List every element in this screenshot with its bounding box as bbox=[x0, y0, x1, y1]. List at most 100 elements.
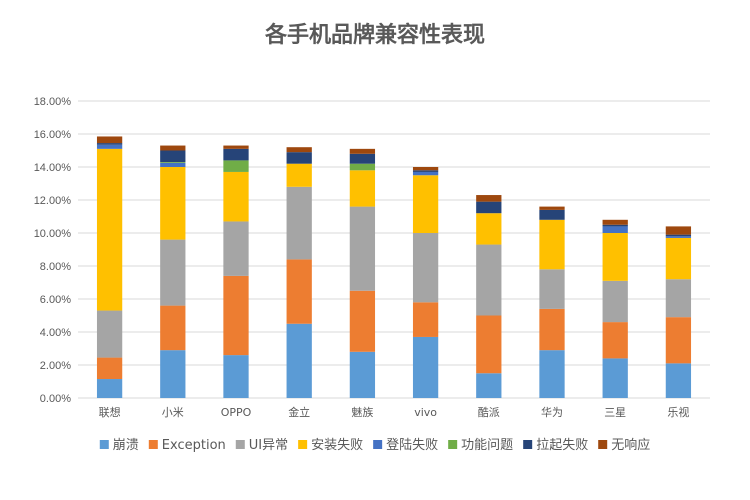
y-tick-label: 4.00% bbox=[40, 327, 71, 339]
y-tick-label: 12.00% bbox=[34, 195, 72, 207]
bar-segment bbox=[223, 355, 249, 398]
bar-segment bbox=[160, 162, 186, 163]
bar-segment bbox=[160, 350, 186, 398]
chart-title: 各手机品牌兼容性表现 bbox=[264, 22, 485, 48]
bar-segment bbox=[539, 350, 565, 398]
bar-segment bbox=[286, 163, 312, 187]
legend-item: 拉起失败 bbox=[523, 438, 588, 453]
bar-segment bbox=[412, 171, 439, 176]
axes: 0.00% 2.00% 4.00% 6.00% 8.00% 10.00% 12.00% 14.… bbox=[34, 96, 690, 419]
legend-item: 功能问题 bbox=[448, 438, 513, 453]
bar-segment bbox=[160, 145, 186, 151]
bar-segment bbox=[412, 167, 439, 171]
bar-segment bbox=[286, 152, 312, 164]
bar-segment bbox=[412, 302, 439, 337]
bar-segment bbox=[539, 209, 565, 220]
x-tick-label: 华为 bbox=[541, 405, 563, 419]
bar-segment bbox=[602, 219, 628, 225]
legend-swatch bbox=[99, 440, 109, 449]
bar-segment bbox=[349, 163, 376, 171]
bar-segment bbox=[412, 170, 439, 172]
bar-segment bbox=[665, 363, 692, 398]
bar-segment bbox=[412, 233, 439, 303]
bar-segment bbox=[223, 275, 249, 356]
bar-segment bbox=[349, 148, 376, 154]
bar-segment bbox=[412, 175, 439, 233]
x-tick-label: 金立 bbox=[288, 405, 310, 419]
legend-item: 无响应 bbox=[598, 437, 650, 453]
bar-segment bbox=[476, 315, 502, 374]
y-tick-label: 8.00% bbox=[40, 261, 71, 273]
bar-segment bbox=[665, 226, 692, 235]
bar-segment bbox=[476, 373, 502, 398]
bar-segment bbox=[96, 136, 123, 144]
bar-segment bbox=[602, 322, 628, 359]
bar-segment bbox=[349, 351, 376, 398]
bar-segment bbox=[96, 148, 123, 311]
y-tick-label: 2.00% bbox=[40, 360, 71, 372]
legend-item: 安装失败 bbox=[298, 438, 363, 453]
legend-item: 崩溃 bbox=[99, 438, 139, 453]
bar-segment bbox=[602, 233, 628, 281]
bar-segment bbox=[602, 358, 628, 398]
bar-segment bbox=[665, 237, 692, 280]
bar-segment bbox=[223, 160, 249, 172]
x-tick-label: 酷派 bbox=[478, 406, 500, 419]
legend-label: 崩溃 bbox=[113, 438, 139, 453]
y-tick-label: 18.00% bbox=[34, 96, 72, 108]
bar-segment bbox=[539, 308, 565, 351]
bar-segment bbox=[665, 279, 692, 318]
bars bbox=[96, 136, 692, 398]
bar-segment bbox=[286, 323, 312, 398]
bar-segment bbox=[96, 357, 123, 380]
legend-label: Exception bbox=[162, 438, 226, 453]
legend-item: Exception bbox=[148, 438, 226, 453]
y-tick-label: 14.00% bbox=[34, 162, 72, 174]
x-tick-label: 联想 bbox=[99, 405, 121, 419]
bar-segment bbox=[539, 219, 565, 270]
legend-label: 登陆失败 bbox=[386, 437, 438, 453]
bar-segment bbox=[476, 195, 502, 202]
legend-item: 登陆失败 bbox=[373, 437, 438, 453]
bar-segment bbox=[665, 236, 692, 238]
bar-segment bbox=[160, 162, 186, 167]
bar-segment bbox=[223, 145, 249, 149]
y-tick-label: 6.00% bbox=[40, 294, 71, 306]
bar-segment bbox=[412, 336, 439, 398]
x-tick-label: 乐视 bbox=[667, 405, 689, 419]
x-tick-label: 小米 bbox=[162, 406, 184, 419]
legend-label: 安装失败 bbox=[311, 438, 363, 453]
bar-segment bbox=[539, 206, 565, 210]
bar-segment bbox=[286, 147, 312, 153]
x-tick-label: OPPO bbox=[221, 406, 252, 419]
bar-segment bbox=[96, 144, 123, 149]
legend-swatch bbox=[148, 440, 158, 449]
legend-swatch bbox=[523, 440, 533, 449]
bar-segment bbox=[539, 269, 565, 309]
legend-swatch bbox=[598, 440, 608, 449]
bar-segment bbox=[349, 290, 376, 352]
bar-segment bbox=[602, 280, 628, 323]
bar-segment bbox=[602, 226, 628, 233]
bar-segment bbox=[160, 150, 186, 163]
x-tick-label: vivo bbox=[414, 406, 437, 419]
bar-segment bbox=[602, 224, 628, 227]
legend-swatch bbox=[448, 440, 458, 449]
bar-segment bbox=[160, 239, 186, 306]
y-tick-label: 0.00% bbox=[40, 393, 71, 405]
legend: 崩溃 Exception UI异常 安装失败 登陆失败 功能问题 拉起失败 无响应 bbox=[99, 437, 650, 453]
bar-segment bbox=[476, 201, 502, 214]
bar-segment bbox=[223, 221, 249, 276]
legend-swatch bbox=[298, 440, 308, 449]
bar-segment bbox=[223, 171, 249, 222]
y-tick-label: 16.00% bbox=[34, 129, 72, 141]
bar-segment bbox=[286, 259, 312, 324]
bar-segment bbox=[96, 310, 123, 358]
x-tick-label: 三星 bbox=[604, 406, 626, 419]
legend-swatch bbox=[235, 440, 245, 449]
bar-segment bbox=[349, 170, 376, 207]
bar-segment bbox=[665, 234, 692, 237]
bar-segment bbox=[286, 186, 312, 260]
